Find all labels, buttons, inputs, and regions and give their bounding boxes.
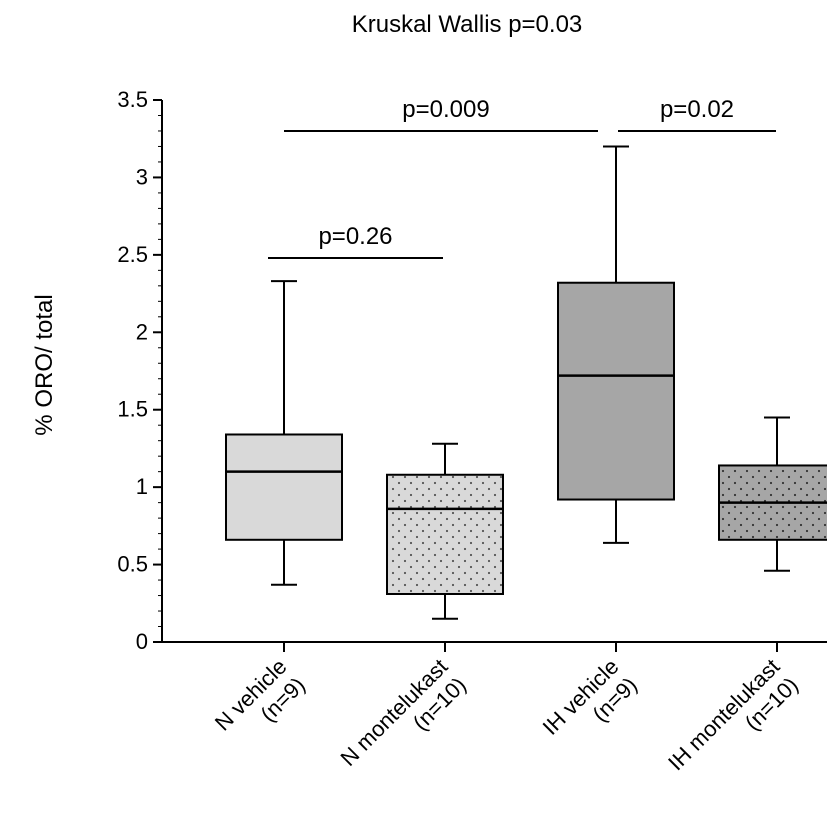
y-tick-label: 0.5 <box>117 552 148 577</box>
comparison-label: p=0.26 <box>318 223 392 250</box>
category-label: IH vehicle(n=9) <box>538 654 642 740</box>
y-tick-label: 0 <box>136 629 148 654</box>
iqr-box <box>557 281 675 501</box>
iqr-box <box>225 433 343 541</box>
comparison-label: p=0.009 <box>402 96 489 123</box>
category-label: N montelukast(n=10) <box>335 654 470 771</box>
comparisons: p=0.26 p=0.009 p=0.02 <box>268 96 776 259</box>
y-tick-label: 2.5 <box>117 242 148 267</box>
category-label: IH montelukast(n=10) <box>663 654 803 775</box>
y-axis-label: % ORO/ total <box>31 294 58 435</box>
y-tick-label: 3 <box>136 164 148 189</box>
y-tick-label: 1 <box>136 474 148 499</box>
box-3 <box>557 145 675 544</box>
comparison-label: p=0.02 <box>660 96 734 123</box>
y-tick-label: 3.5 <box>117 87 148 112</box>
axes: 0 0.5 1 1.5 2 2.5 3 3.5 <box>117 87 827 654</box>
boxes <box>225 145 827 620</box>
box-4 <box>718 416 827 572</box>
y-tick-label: 2 <box>136 319 148 344</box>
category-label: N vehicle(n=9) <box>210 654 310 736</box>
iqr-box <box>386 473 504 595</box>
box-2 <box>386 442 504 620</box>
y-tick-label: 1.5 <box>117 397 148 422</box>
chart-title: Kruskal Wallis p=0.03 <box>352 11 583 38</box>
box-1 <box>225 280 343 586</box>
category-labels: N vehicle(n=9) N montelukast(n=10) IH vehi… <box>210 654 803 775</box>
